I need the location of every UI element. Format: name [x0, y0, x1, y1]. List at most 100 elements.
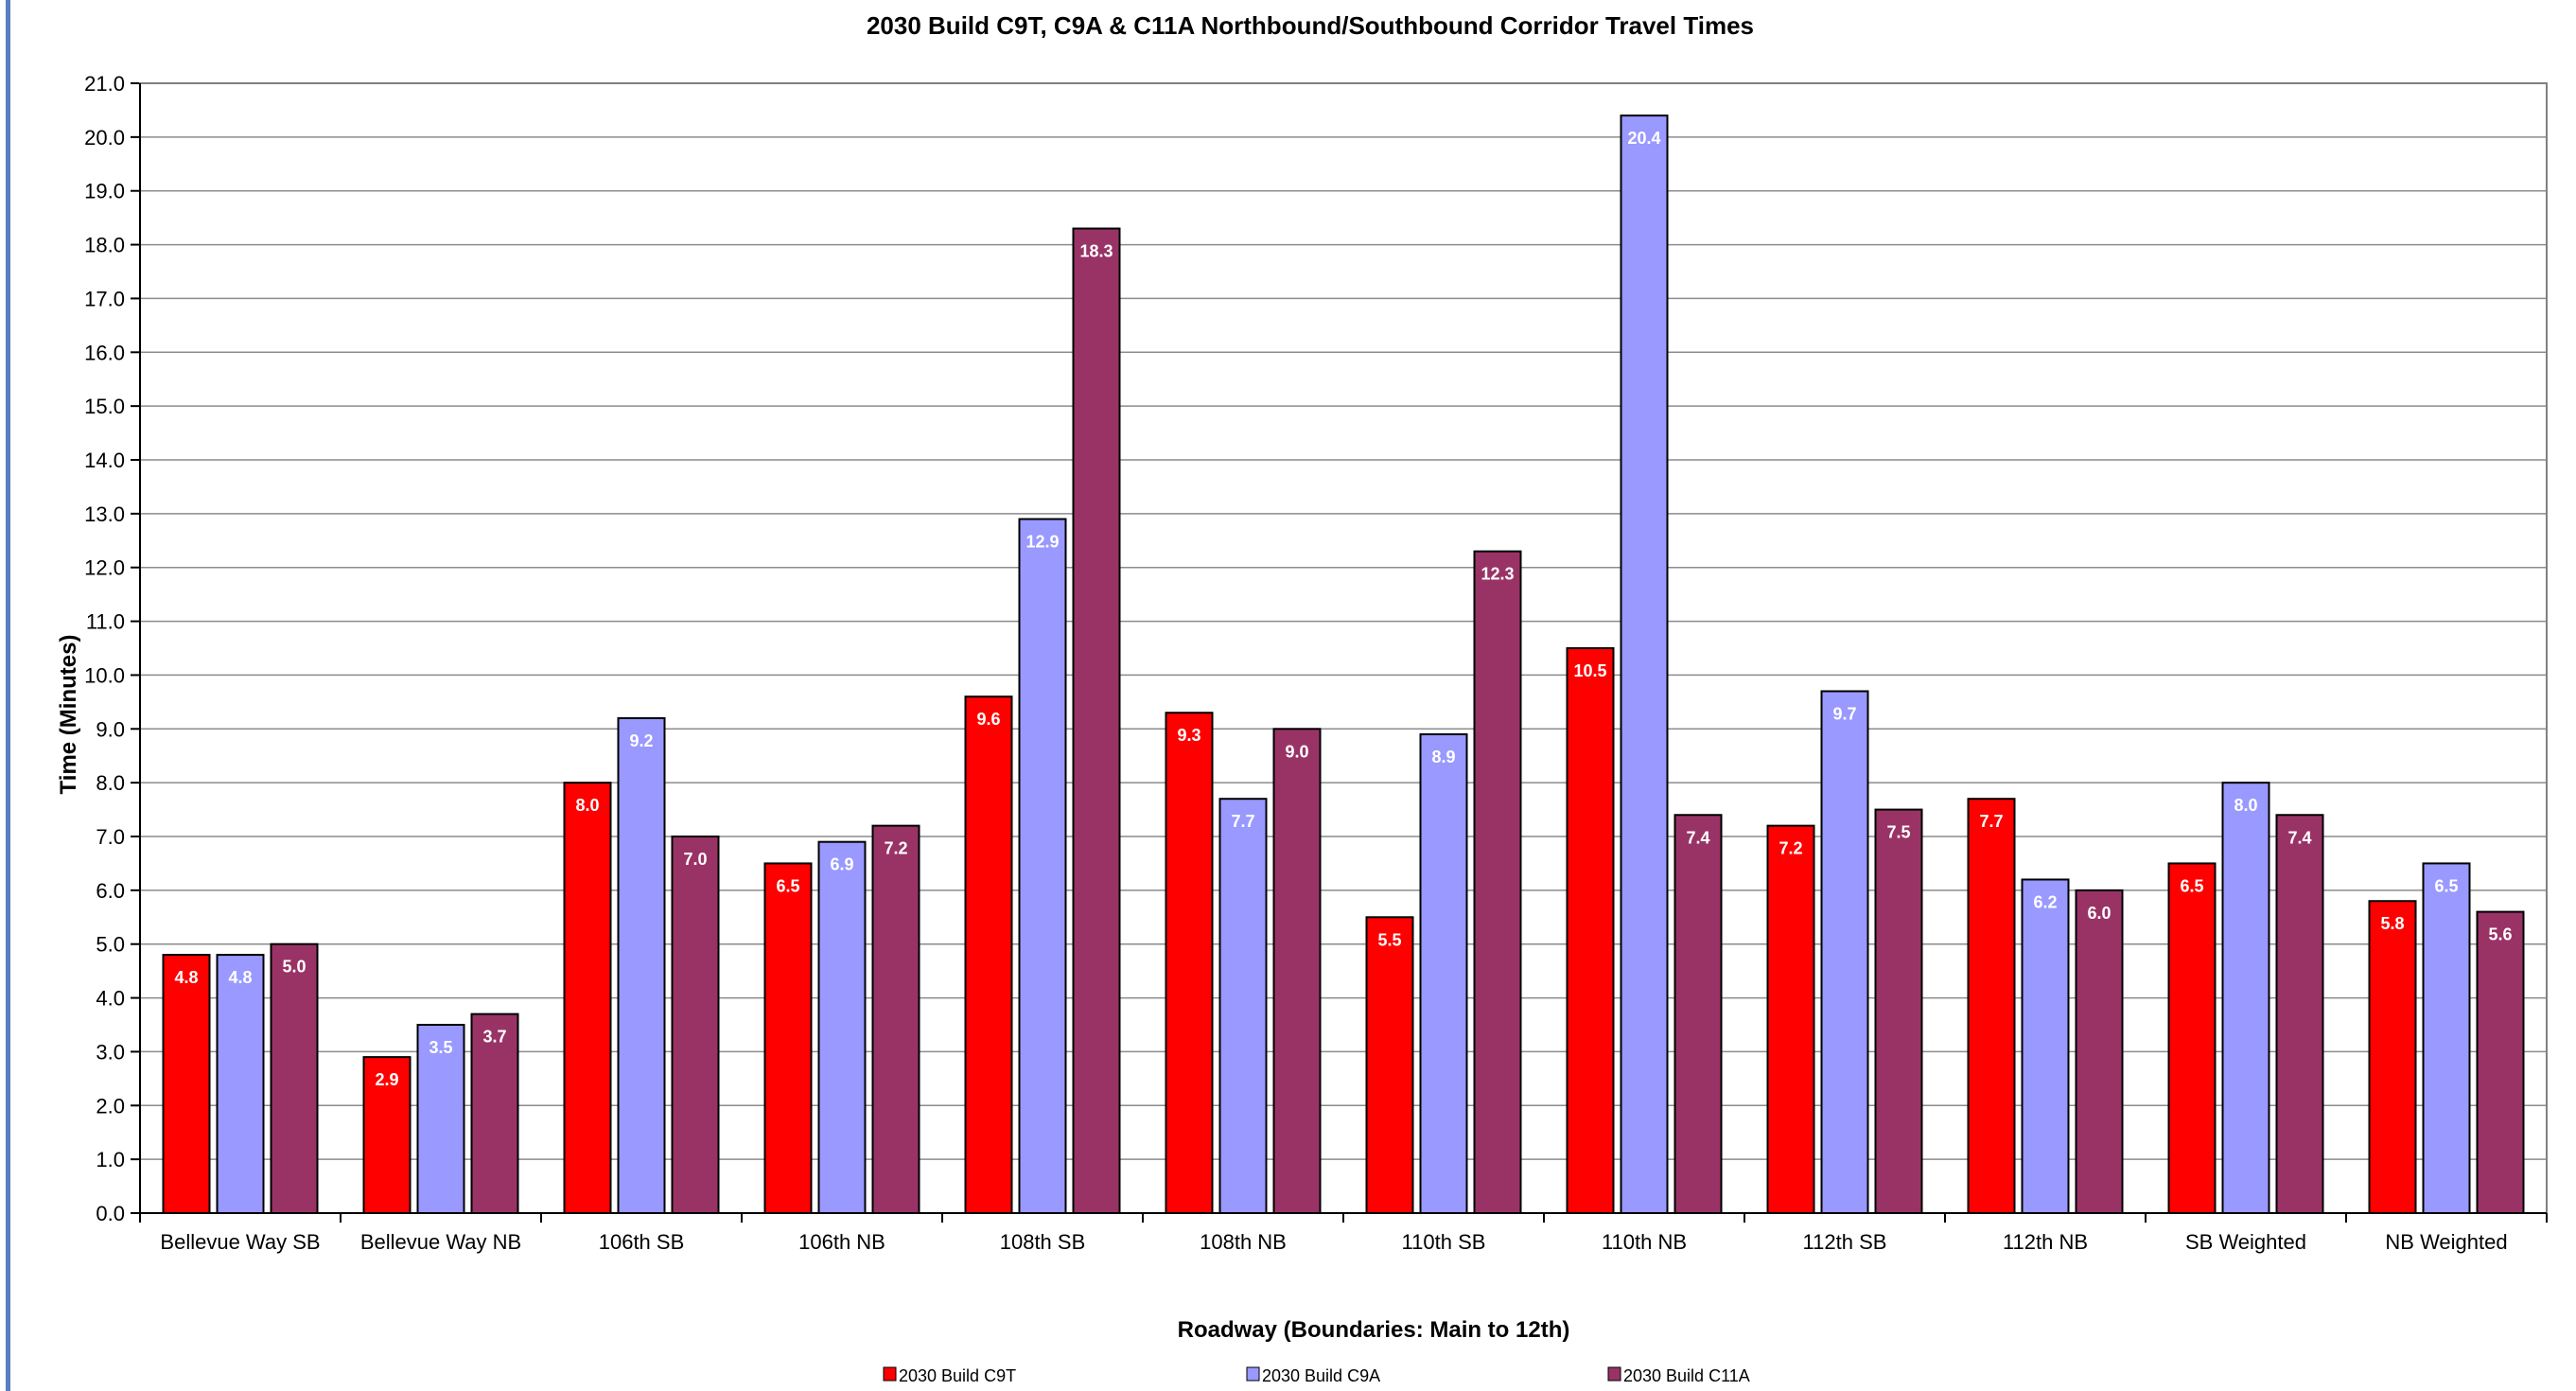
data-label: 9.7	[1832, 704, 1856, 723]
data-label: 5.6	[2488, 925, 2512, 944]
bar	[270, 942, 319, 1214]
data-label: 6.9	[830, 855, 853, 874]
legend-label: 2030 Build C9T	[899, 1366, 1016, 1385]
x-tick-label: Bellevue Way NB	[360, 1230, 521, 1254]
plot-area: 0.0 1.0 2.0 3.0 4.0 5.0 6.0 7.0 8.0 9.0 10.0 11.0 12…	[84, 72, 2548, 1254]
y-tick-label: 19.0	[84, 180, 125, 203]
bar	[964, 696, 1013, 1214]
bar	[617, 716, 666, 1214]
y-tick-label: 5.0	[96, 933, 125, 957]
y-tick-label: 6.0	[96, 879, 125, 903]
bar	[2221, 782, 2270, 1215]
data-label: 8.0	[575, 796, 599, 815]
x-axis-title: Roadway (Boundaries: Main to 12th)	[1178, 1317, 1570, 1343]
y-tick-label: 10.0	[84, 663, 125, 687]
data-label: 7.2	[884, 839, 907, 858]
data-label: 7.7	[1979, 812, 2003, 831]
y-tick-label: 8.0	[96, 771, 125, 795]
y-tick-label: 3.0	[96, 1040, 125, 1064]
data-label: 5.8	[2380, 914, 2404, 933]
bar	[1419, 732, 1468, 1214]
bar	[2422, 862, 2471, 1215]
bar	[2275, 814, 2324, 1214]
y-tick-label: 15.0	[84, 395, 125, 418]
data-label: 2.9	[375, 1070, 398, 1089]
bar	[1566, 647, 1615, 1214]
y-axis-title: Time (Minutes)	[56, 635, 81, 795]
y-tick-label: 17.0	[84, 287, 125, 310]
bar	[2167, 862, 2217, 1215]
y-tick-label: 20.0	[84, 126, 125, 150]
bar	[1272, 728, 1322, 1214]
bar	[1766, 824, 1815, 1215]
data-label: 3.5	[429, 1038, 452, 1057]
bar	[563, 782, 612, 1215]
data-label: 6.5	[2434, 876, 2458, 895]
data-label: 12.3	[1481, 565, 1514, 584]
y-tick-label: 21.0	[84, 72, 125, 96]
y-tick-label: 0.0	[96, 1202, 125, 1225]
bar	[1967, 798, 2016, 1214]
x-tick-label: 108th NB	[1200, 1230, 1287, 1254]
data-label: 9.2	[629, 731, 653, 750]
x-tick-label: 106th SB	[599, 1230, 685, 1254]
bar	[1018, 518, 1067, 1214]
bar	[1674, 814, 1723, 1214]
plot-background	[140, 83, 2547, 1213]
bar	[162, 954, 211, 1214]
chart-title: 2030 Build C9T, C9A & C11A Northbound/So…	[867, 11, 1754, 40]
x-tick-label: Bellevue Way SB	[160, 1230, 320, 1254]
bar	[1874, 808, 1923, 1214]
data-label: 4.8	[228, 968, 252, 987]
y-tick-label: 4.0	[96, 987, 125, 1011]
data-label: 7.2	[1779, 839, 1802, 858]
bar	[216, 954, 265, 1214]
x-tick-label: 112th NB	[2003, 1230, 2088, 1254]
bar	[671, 836, 720, 1214]
bar	[1165, 712, 1214, 1214]
y-tick-label: 16.0	[84, 341, 125, 364]
data-label: 20.4	[1627, 129, 1660, 148]
y-tick-label: 7.0	[96, 825, 125, 849]
bar	[1072, 227, 1121, 1214]
legend-label: 2030 Build C9A	[1262, 1366, 1380, 1385]
x-tick-label: NB Weighted	[2385, 1230, 2507, 1254]
data-label: 9.3	[1177, 726, 1200, 745]
bar	[1365, 916, 1414, 1214]
y-tick-label: 11.0	[86, 610, 125, 634]
data-label: 18.3	[1079, 242, 1113, 261]
bar	[1218, 798, 1268, 1214]
legend-swatch	[883, 1366, 897, 1382]
data-label: 6.0	[2087, 904, 2111, 923]
data-label: 5.5	[1377, 930, 1401, 949]
data-label: 12.9	[1025, 533, 1059, 552]
bar	[1620, 114, 1669, 1215]
data-label: 6.5	[776, 876, 799, 895]
data-label: 7.4	[2287, 828, 2311, 847]
bar	[763, 862, 813, 1215]
data-label: 6.2	[2033, 892, 2057, 911]
y-tick-label: 12.0	[84, 556, 125, 580]
bar	[2368, 900, 2417, 1214]
y-tick-label: 2.0	[96, 1094, 125, 1118]
data-label: 9.0	[1285, 742, 1308, 761]
x-tick-label: 112th SB	[1803, 1230, 1887, 1254]
x-tick-label: SB Weighted	[2185, 1230, 2306, 1254]
bar	[362, 1056, 412, 1214]
legend-swatch	[1246, 1366, 1260, 1382]
bar	[1820, 690, 1869, 1214]
data-label: 8.9	[1431, 748, 1455, 766]
data-label: 6.5	[2180, 876, 2203, 895]
x-tick-label: 110th SB	[1402, 1230, 1486, 1254]
bar	[817, 840, 867, 1215]
data-label: 4.8	[174, 968, 198, 987]
x-tick-label: 108th SB	[1000, 1230, 1086, 1254]
y-tick-label: 9.0	[96, 717, 125, 741]
data-label: 7.5	[1886, 823, 1910, 842]
x-tick-label: 106th NB	[798, 1230, 885, 1254]
data-label: 9.6	[976, 710, 1000, 729]
data-label: 5.0	[282, 958, 306, 977]
data-label: 7.7	[1231, 812, 1254, 831]
